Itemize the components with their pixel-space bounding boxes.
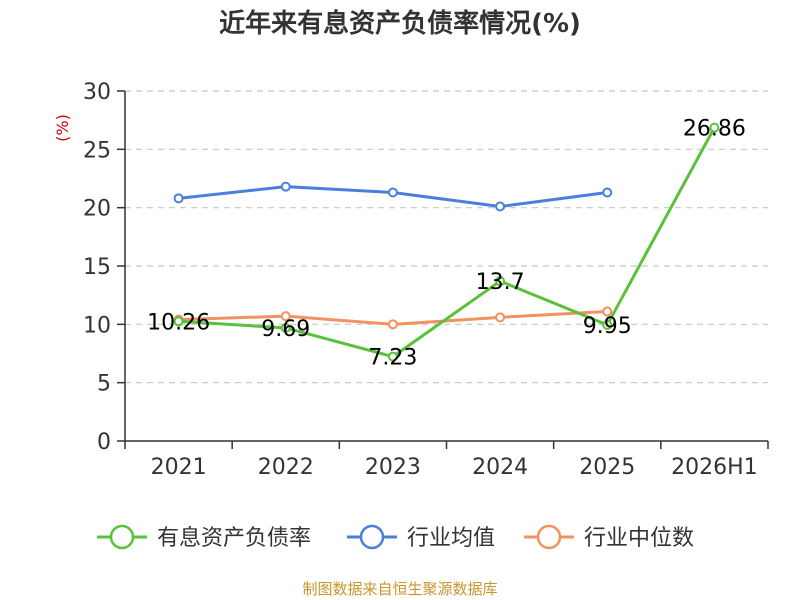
data-label: 26.86 (683, 117, 746, 142)
legend-label: 行业中位数 (584, 526, 694, 551)
data-label: 9.95 (583, 314, 632, 339)
data-point (173, 193, 184, 204)
y-tick-label: 0 (97, 430, 111, 455)
x-tick-label: 2024 (472, 455, 528, 480)
grid-lines (125, 90, 768, 384)
y-axis-label: (%) (53, 114, 72, 142)
data-labels: 10.26 9.69 7.23 13.7 9.95 26.86 (147, 117, 746, 371)
legend-label: 行业均值 (407, 526, 495, 551)
data-point (495, 276, 506, 287)
data-point (602, 319, 613, 330)
legend-item: 行业均值 (347, 524, 495, 551)
data-label: 9.69 (261, 317, 310, 342)
data-point (709, 122, 720, 133)
x-tick-label: 2026H1 (671, 455, 758, 480)
data-label: 10.26 (147, 310, 210, 335)
data-point (602, 306, 613, 317)
y-tick-label: 5 (97, 372, 111, 397)
y-tick-label: 10 (83, 313, 111, 338)
series-lines (173, 122, 720, 362)
x-tick-label: 2021 (151, 455, 207, 480)
data-point (173, 316, 184, 327)
y-tick-label: 20 (83, 197, 111, 222)
legend-item: 行业中位数 (524, 524, 694, 551)
x-tick-labels: 2021 2022 2023 2024 2025 2026H1 (151, 455, 758, 480)
data-point (387, 351, 398, 362)
data-point (387, 187, 398, 198)
x-tick-label: 2025 (579, 455, 635, 480)
axes (117, 90, 769, 449)
y-tick-label: 15 (83, 255, 111, 280)
source-footer: 制图数据来自恒生聚源数据库 (302, 580, 497, 598)
legend-item: 有息资产负债率 (97, 524, 311, 551)
legend-label: 有息资产负债率 (157, 526, 311, 551)
series-line (178, 126, 716, 359)
data-point (387, 319, 398, 330)
legend: 有息资产负债率 行业均值 行业中位数 (97, 524, 694, 551)
data-point (280, 181, 291, 192)
data-point (280, 322, 291, 333)
x-tick-label: 2022 (258, 455, 314, 480)
data-label: 13.7 (476, 270, 525, 295)
data-point (495, 201, 506, 212)
legend-marker (536, 524, 562, 550)
y-tick-label: 30 (83, 80, 111, 105)
data-point (495, 312, 506, 323)
chart-title: 近年来有息资产负债率情况(%) (219, 9, 581, 39)
y-tick-labels: 0 5 10 15 20 25 30 (83, 80, 111, 455)
x-tick-label: 2023 (365, 455, 421, 480)
data-point (280, 311, 291, 322)
legend-marker (359, 524, 385, 550)
data-point (602, 187, 613, 198)
y-tick-label: 25 (83, 138, 111, 163)
legend-marker (109, 524, 135, 550)
data-label: 7.23 (368, 346, 417, 371)
